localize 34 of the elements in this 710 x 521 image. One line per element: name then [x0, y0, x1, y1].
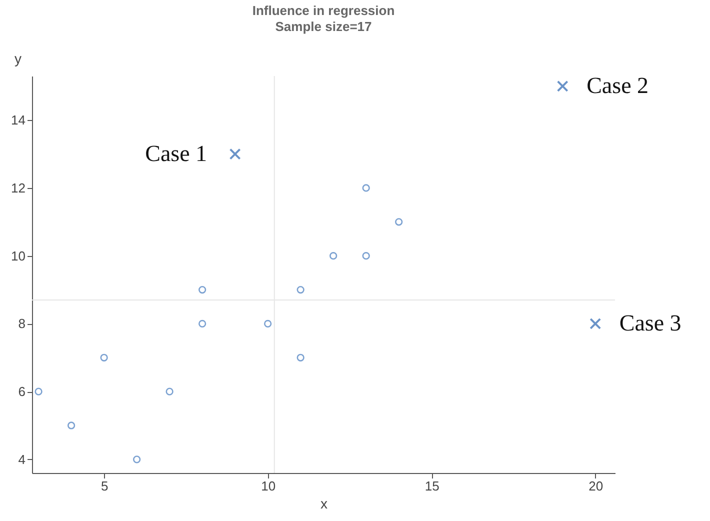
point [296, 286, 304, 294]
point [296, 354, 304, 362]
y-tick-label: 14 [11, 112, 26, 128]
annotation: Case 3 [619, 310, 682, 336]
annotation: Case 1 [145, 141, 208, 166]
y-tick-label: 8 [18, 316, 26, 332]
point [264, 320, 272, 328]
point [100, 354, 108, 362]
x-tick-label: 5 [100, 478, 108, 494]
point [198, 286, 206, 294]
point [330, 252, 338, 260]
point [198, 320, 206, 328]
annotation: Case 2 [586, 73, 649, 98]
chart-title: Influence in regression [252, 3, 395, 18]
point [362, 184, 370, 192]
point [166, 388, 174, 396]
point [556, 80, 568, 92]
chart-subtitle: Sample size=17 [275, 19, 372, 34]
point [132, 456, 141, 464]
x-tick-label: 15 [424, 478, 440, 494]
x-tick-label: 20 [588, 478, 604, 494]
point [395, 218, 403, 226]
y-tick-label: 12 [11, 180, 26, 196]
y-tick-label: 10 [11, 248, 26, 264]
point [34, 388, 42, 396]
y-tick-label: 6 [18, 384, 26, 400]
x-tick-label: 10 [261, 478, 276, 494]
point [590, 318, 602, 330]
y-axis-title: y [14, 50, 22, 66]
point [362, 252, 370, 260]
y-tick-label: 4 [18, 452, 26, 467]
x-axis-title: x [320, 496, 328, 512]
point [67, 422, 76, 430]
point [229, 148, 241, 160]
